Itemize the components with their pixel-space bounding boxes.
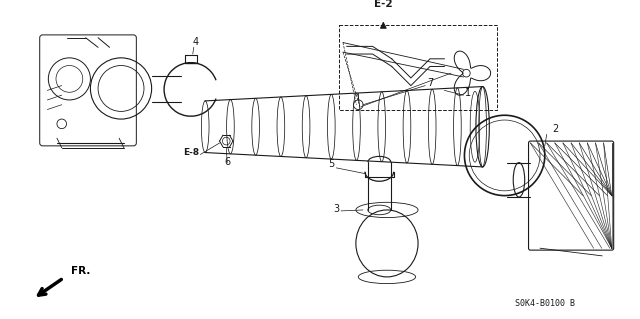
Text: 1: 1 (465, 88, 472, 98)
Bar (339, 25, 497, 109)
Text: 4: 4 (193, 37, 198, 48)
Text: 5: 5 (328, 159, 334, 169)
Text: 7: 7 (427, 78, 433, 88)
Text: FR.: FR. (71, 266, 91, 276)
Text: E-2: E-2 (374, 0, 392, 9)
Text: E-8: E-8 (183, 148, 199, 157)
Text: 2: 2 (552, 123, 559, 134)
Text: S0K4-B0100 B: S0K4-B0100 B (515, 300, 575, 308)
Text: 3: 3 (333, 204, 339, 214)
Text: 6: 6 (224, 157, 230, 167)
